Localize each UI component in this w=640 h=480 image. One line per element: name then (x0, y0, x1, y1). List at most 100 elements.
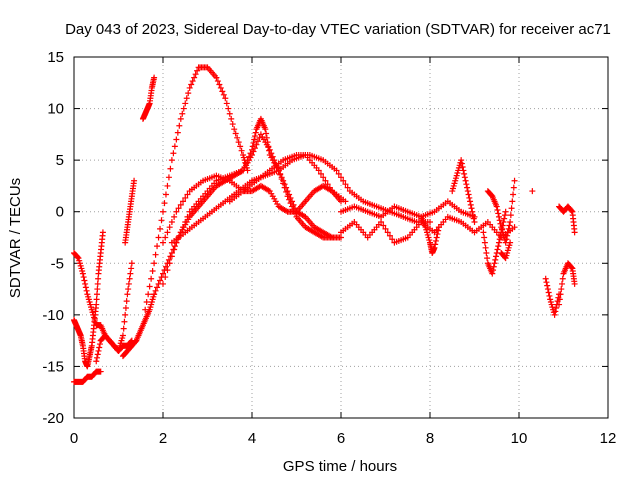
data-point (162, 234, 169, 241)
data-point (543, 279, 550, 286)
data-point (480, 229, 487, 236)
data-point (96, 344, 103, 351)
data-point (509, 198, 516, 205)
data-point (122, 304, 129, 311)
data-point (263, 134, 270, 141)
data-point (544, 282, 551, 289)
data-point (502, 208, 509, 215)
data-point (494, 246, 501, 253)
data-point (131, 177, 138, 184)
data-point (250, 139, 257, 146)
data-point (322, 177, 329, 184)
y-tick-label: -20 (42, 410, 64, 427)
data-point (338, 234, 344, 241)
data-point (165, 256, 172, 263)
data-point (185, 90, 192, 97)
data-point (177, 201, 184, 208)
data-point (128, 260, 135, 267)
data-point (289, 198, 296, 205)
data-point (243, 160, 250, 167)
data-point (152, 251, 159, 258)
data-point (128, 265, 135, 272)
x-tick-label: 8 (426, 430, 434, 447)
data-point (571, 280, 578, 287)
series-t24 (556, 260, 578, 308)
data-point (180, 105, 187, 112)
data-point (467, 201, 474, 208)
series-t23 (556, 203, 578, 236)
data-point (326, 184, 333, 191)
data-point (122, 311, 129, 318)
y-tick-label: 15 (47, 49, 64, 66)
data-point (497, 232, 504, 239)
data-point (220, 91, 227, 98)
data-point (214, 78, 221, 85)
data-point (333, 167, 340, 174)
data-point (166, 224, 173, 231)
data-point (458, 157, 465, 164)
data-point (254, 138, 261, 145)
data-point (223, 100, 230, 107)
data-point (238, 147, 245, 154)
data-point (125, 286, 132, 293)
data-point (482, 244, 489, 251)
data-point (481, 234, 488, 241)
y-tick-label: -5 (51, 255, 64, 272)
data-point (234, 134, 241, 141)
data-point (497, 220, 504, 227)
data-point (93, 291, 100, 298)
data-point (510, 184, 517, 191)
data-point (97, 368, 104, 375)
data-point (568, 264, 575, 271)
data-point (389, 236, 396, 243)
data-point (180, 224, 187, 231)
data-point (466, 194, 473, 201)
data-point (183, 95, 190, 102)
data-point (510, 191, 517, 198)
data-point (189, 78, 196, 85)
data-point (222, 95, 229, 102)
data-point (324, 181, 331, 188)
data-point (344, 184, 351, 191)
data-point (175, 205, 182, 212)
data-point (462, 177, 469, 184)
data-point (240, 167, 247, 174)
data-point (213, 74, 220, 81)
data-point (493, 253, 500, 260)
data-point (188, 81, 195, 88)
data-point (278, 174, 285, 181)
x-tick-label: 12 (600, 430, 617, 447)
data-point (283, 184, 290, 191)
data-point (176, 122, 183, 129)
data-point (174, 129, 181, 136)
data-point (384, 229, 391, 236)
data-point (171, 243, 178, 250)
axis-ticks: 0 2 4 6 8 10 12 -20 -15 -10 -5 0 5 10 15 (42, 49, 616, 447)
data-point (481, 239, 488, 246)
series-t10 (160, 115, 344, 287)
series-t4 (93, 260, 135, 365)
data-point (249, 143, 256, 150)
data-point (171, 143, 178, 150)
data-point (82, 284, 89, 291)
data-point (280, 177, 287, 184)
data-points (71, 64, 578, 385)
data-point (342, 181, 349, 188)
series-t22 (542, 275, 563, 318)
data-point (99, 229, 106, 236)
series-t21 (529, 188, 536, 195)
series-t20 (498, 239, 514, 262)
data-point (262, 126, 269, 133)
data-point (120, 325, 127, 332)
data-point (184, 213, 191, 220)
data-point (251, 133, 258, 140)
data-point (162, 191, 169, 198)
data-point (217, 84, 224, 91)
data-point (182, 100, 189, 107)
x-tick-label: 4 (248, 430, 256, 447)
data-point (142, 306, 149, 313)
data-point (119, 332, 126, 339)
data-point (378, 219, 385, 226)
data-point (545, 289, 552, 296)
data-point (386, 232, 393, 239)
